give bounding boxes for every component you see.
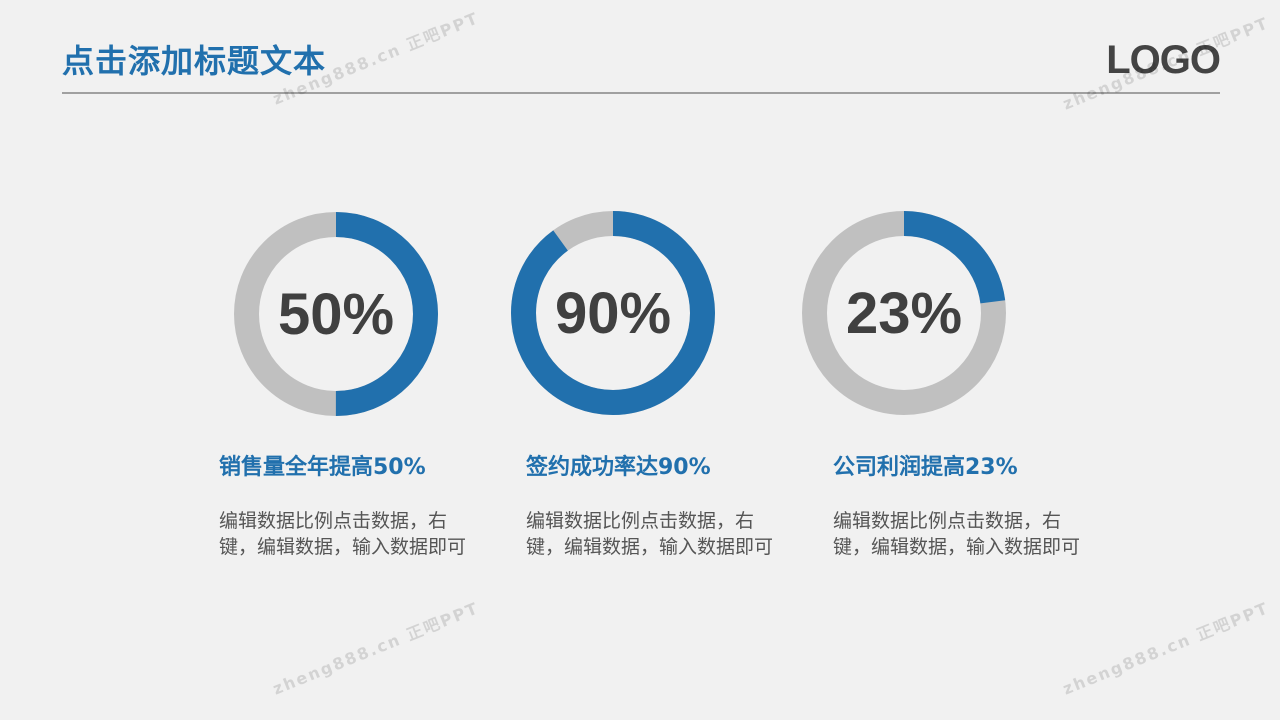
donut-chart: [802, 211, 1006, 415]
donut-value-slice: [511, 211, 715, 415]
chart-description: 编辑数据比例点击数据，右键，编辑数据，输入数据即可: [219, 510, 467, 558]
donut-value-slice: [234, 212, 438, 416]
donut-percent-label: 50%: [277, 281, 395, 347]
title-divider: [62, 92, 1220, 94]
chart-heading: 销售量全年提高50%: [219, 455, 426, 480]
watermark: zheng888.cn 正吧PPT: [1060, 13, 1272, 114]
donut-value-slice: [802, 211, 1006, 415]
chart-description: 编辑数据比例点击数据，右键，编辑数据，输入数据即可: [833, 510, 1081, 558]
donut-chart: [234, 212, 438, 416]
chart-description: 编辑数据比例点击数据，右键，编辑数据，输入数据即可: [526, 510, 774, 558]
watermark: zheng888.cn 正吧PPT: [1060, 598, 1272, 699]
page-title: 点击添加标题文本: [62, 42, 327, 80]
donut-chart: [511, 211, 715, 415]
donut-percent-label: 90%: [554, 280, 672, 346]
donut-percent-label: 23%: [845, 280, 963, 346]
chart-heading: 签约成功率达90%: [526, 455, 711, 480]
logo: LOGO: [1106, 38, 1221, 82]
watermark: zheng888.cn 正吧PPT: [270, 598, 482, 699]
chart-heading: 公司利润提高23%: [833, 455, 1018, 480]
